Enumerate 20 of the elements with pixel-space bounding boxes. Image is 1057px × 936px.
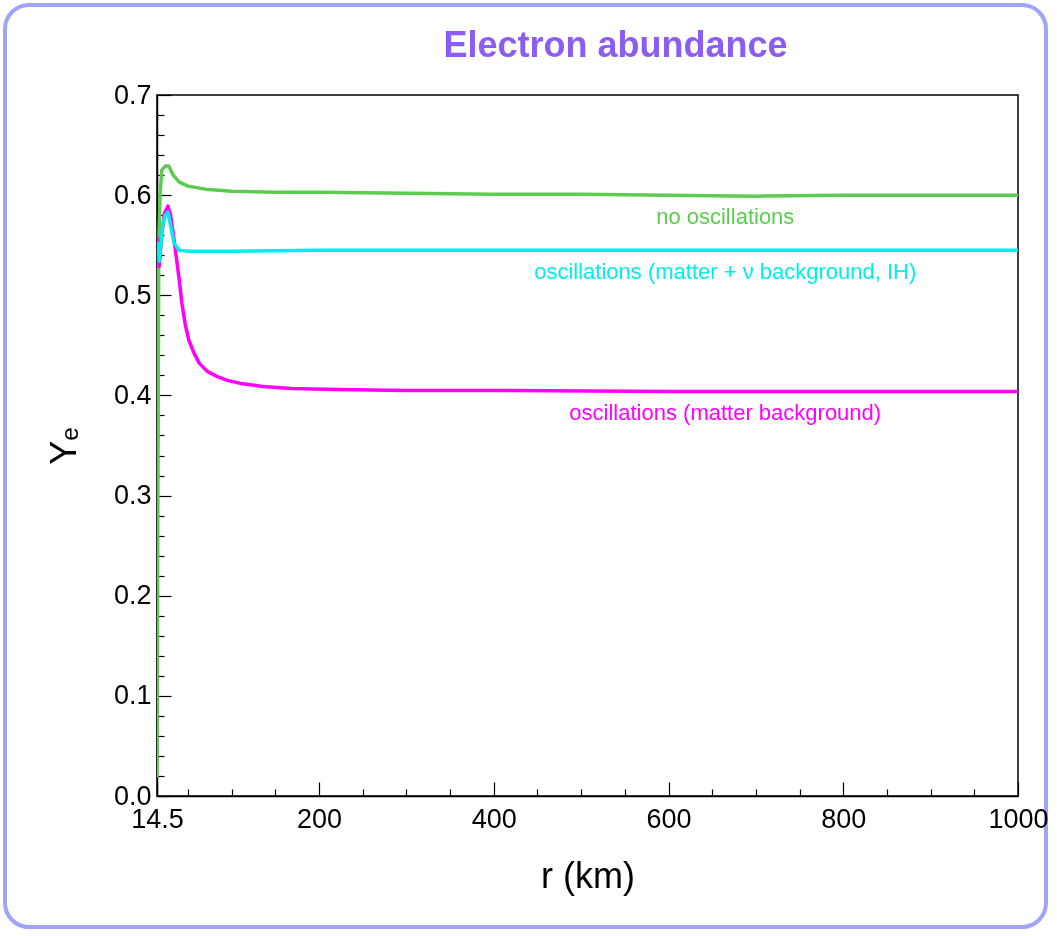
y-tick-label: 0.1 [113,680,152,711]
x-tick-label: 200 [297,803,343,834]
x-tick-label: 800 [821,803,867,834]
line-series [157,210,1018,263]
series-label: oscillations (matter background) [569,400,882,426]
x-tick-label: 400 [471,803,517,834]
series-label: oscillations (matter + ν background, IH) [534,259,917,285]
y-tick-label: 0.6 [113,179,152,210]
x-tick-label: 1000 [988,803,1049,834]
x-tick-label: 600 [646,803,692,834]
line-series [157,164,1018,778]
chart-title: Electron abundance [443,24,788,65]
y-tick-label: 0.5 [113,279,152,310]
y-tick-label: 0.2 [113,580,152,611]
y-tick-label: 0.7 [113,79,152,110]
y-axis-title: Yₑ [42,427,84,465]
y-tick-label: 0.3 [113,480,152,511]
y-tick-label: 0.4 [113,379,152,410]
series-label: no oscillations [656,204,795,230]
x-axis-title: r (km) [541,854,635,896]
